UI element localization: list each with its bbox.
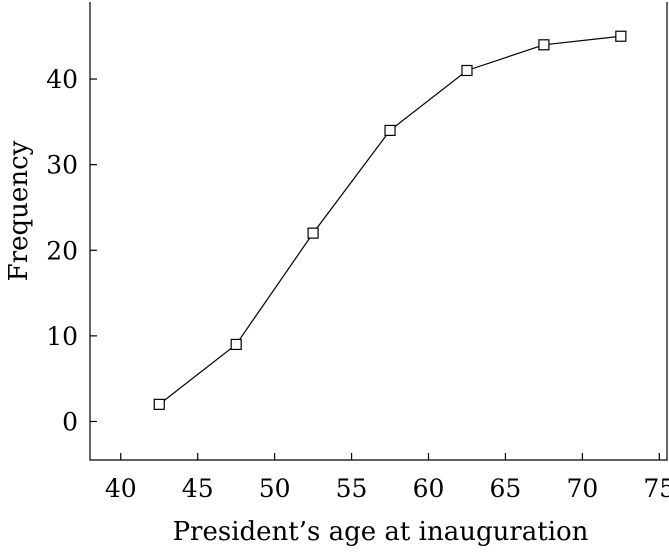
x-tick-label: 40 [105,474,137,503]
x-tick-label: 60 [413,474,445,503]
x-axis-title: President’s age at inauguration [173,517,589,547]
axis-frame [89,2,668,461]
y-tick-label: 40 [46,65,78,94]
y-tick-label: 20 [46,236,78,265]
x-tick-label: 55 [336,474,368,503]
y-tick-label: 30 [46,151,78,180]
y-axis-title: Frequency [4,140,34,281]
y-tick-label: 0 [62,407,78,436]
series-line [158,35,621,405]
data-point-marker [615,30,627,42]
y-axis-ticks: 0 10 20 30 40 [46,65,97,436]
x-tick-label: 45 [182,474,214,503]
series-group [153,30,627,410]
data-point-marker [153,398,165,410]
data-point-marker [384,124,396,137]
x-tick-label: 70 [566,474,598,503]
x-tick-label: 65 [490,474,522,503]
data-point-marker [307,227,319,239]
x-axis-ticks: 40 45 50 55 60 65 70 75 [105,453,669,503]
x-tick-label: 50 [259,474,291,503]
x-tick-label: 75 [643,474,669,503]
data-point-marker [230,338,242,351]
data-point-marker [538,39,550,51]
axes [89,2,668,461]
data-point-marker [461,64,473,77]
y-tick-label: 10 [46,322,78,351]
